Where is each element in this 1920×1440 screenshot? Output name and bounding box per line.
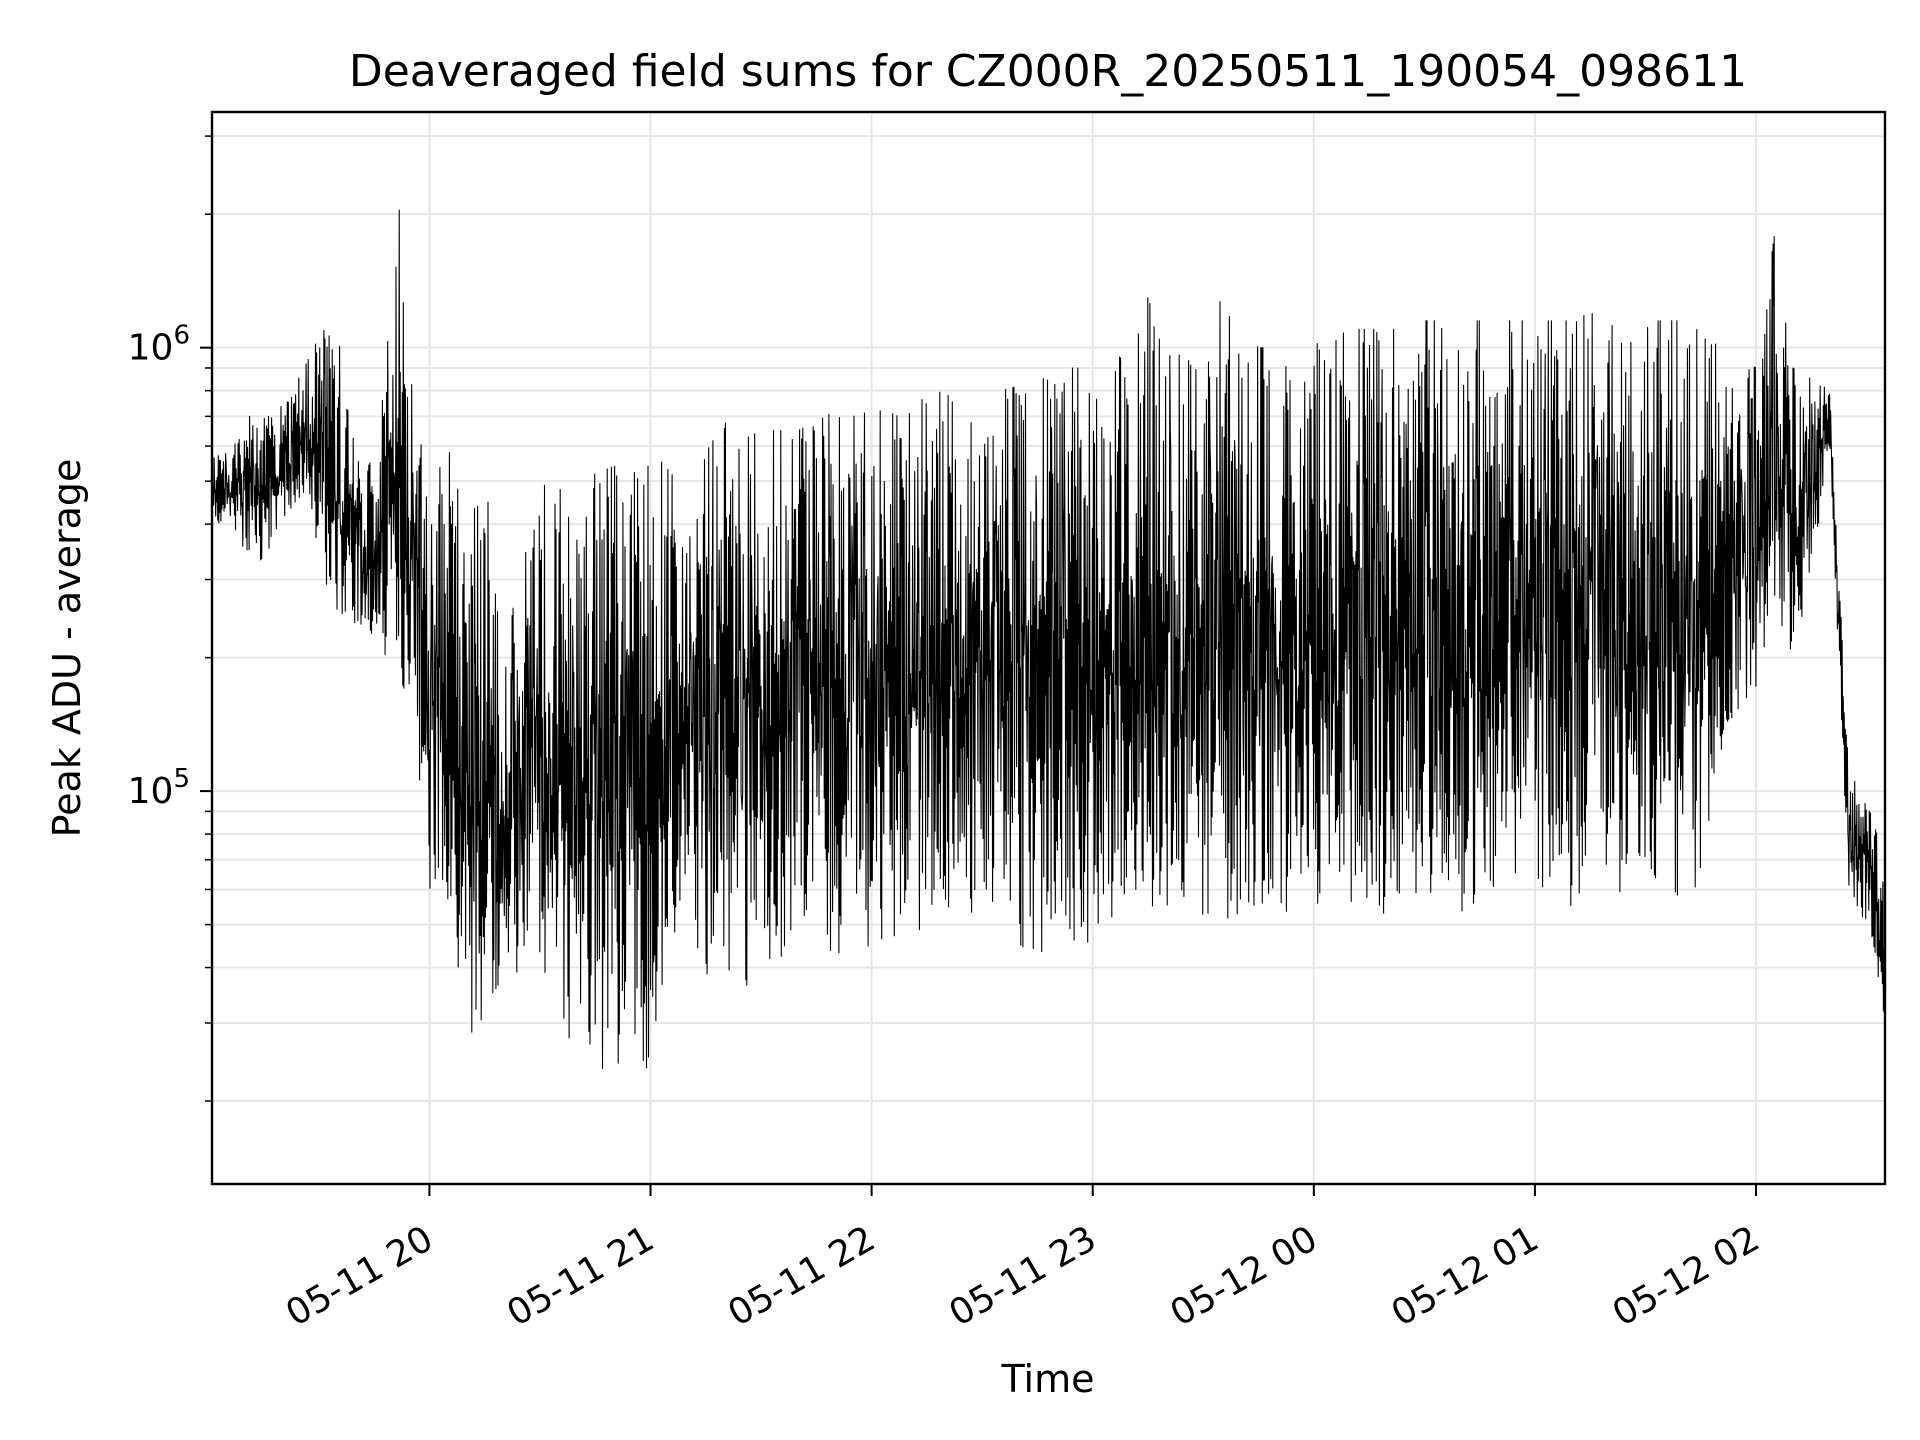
y-tick-label: 106 — [128, 321, 190, 369]
plot-area — [211, 209, 1886, 1070]
y-axis: 105 106 — [128, 135, 212, 1102]
axes-frame — [210, 110, 1887, 1186]
x-axis-label: Time — [1001, 1357, 1095, 1401]
series-line — [211, 209, 1886, 1070]
chart-title: Deaveraged field sums for CZ000R_2025051… — [349, 46, 1747, 97]
y-tick-label: 105 — [128, 764, 190, 812]
y-axis-label: Peak ADU - average — [45, 459, 89, 838]
